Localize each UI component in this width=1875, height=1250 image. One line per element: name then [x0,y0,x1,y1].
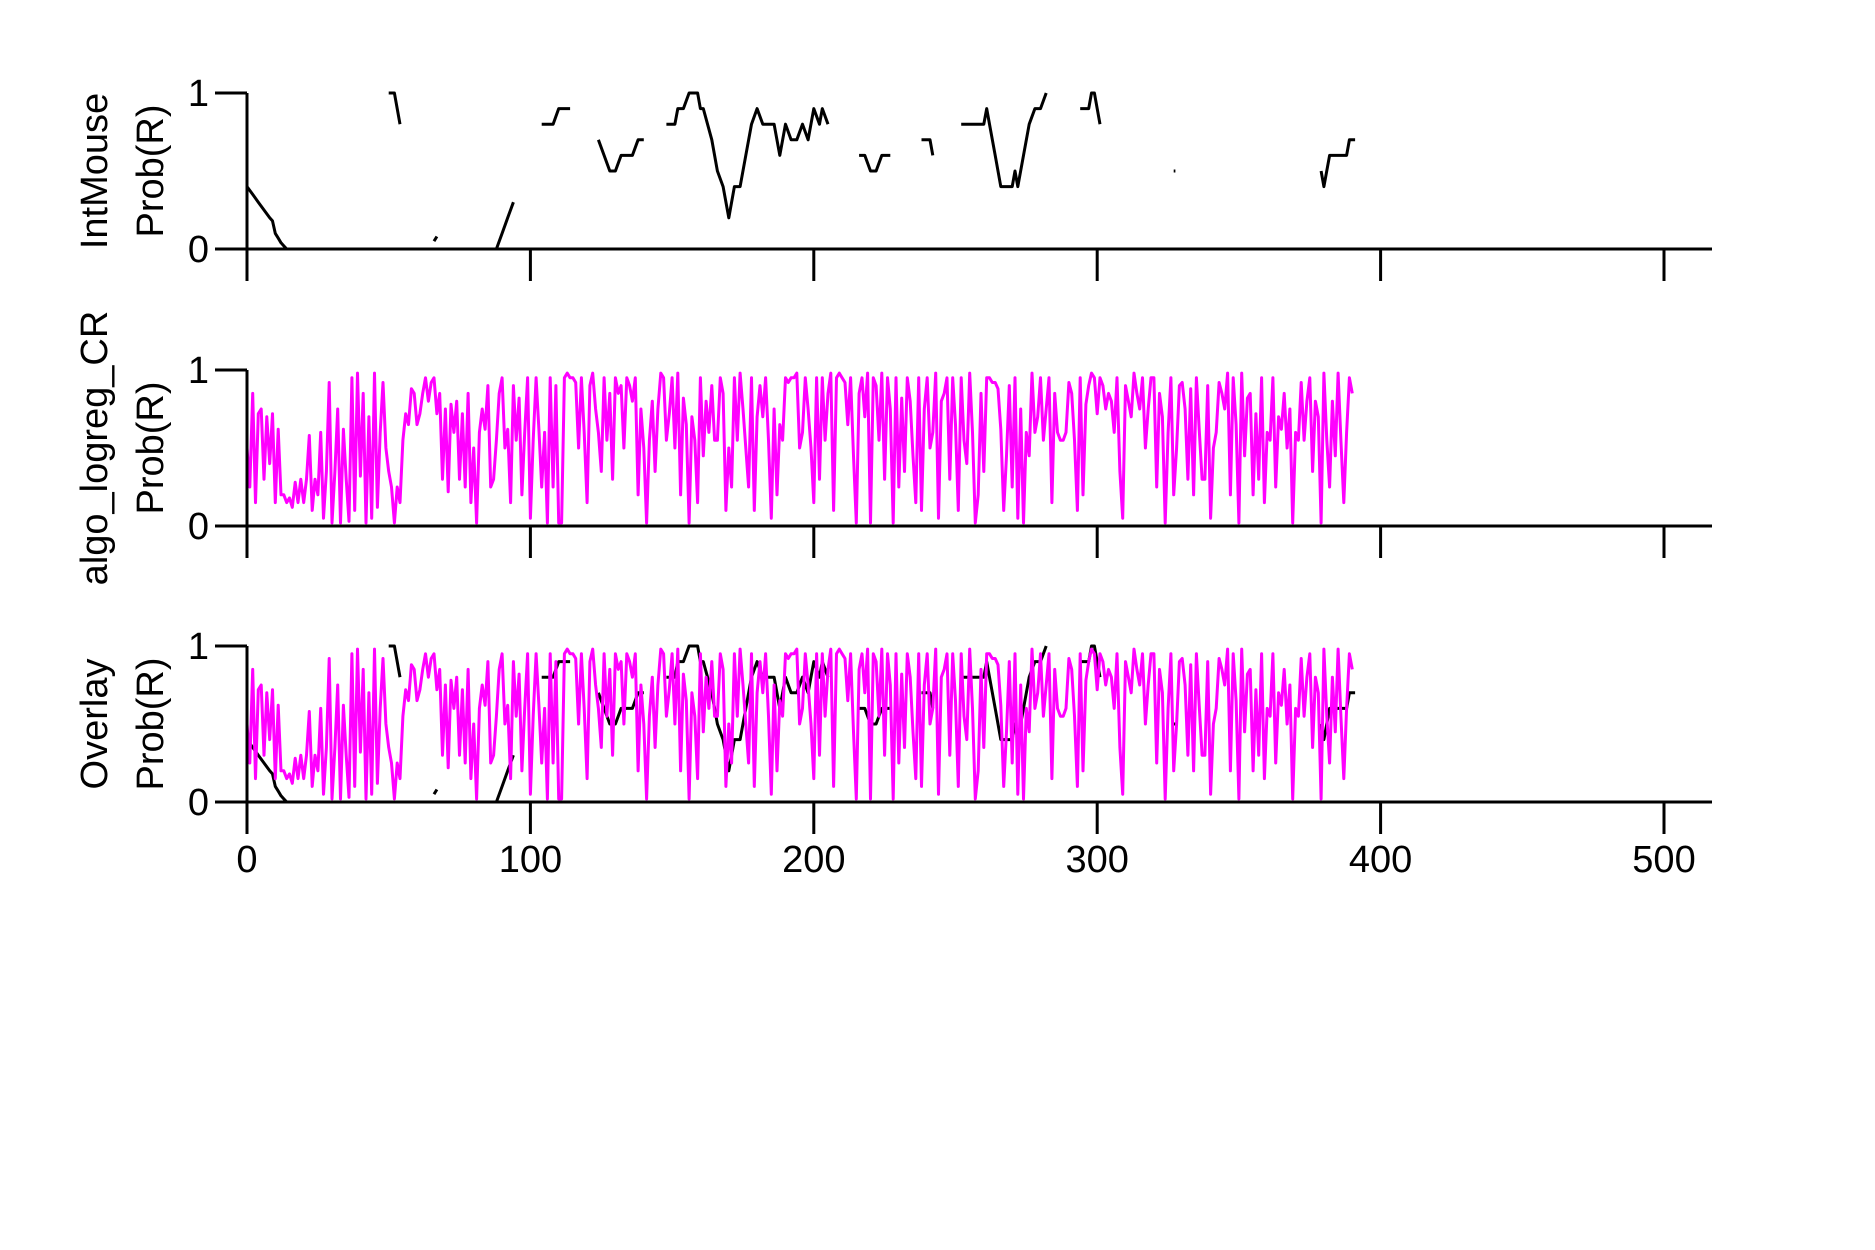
series-0-segment-5 [596,138,644,173]
y-tick-label: 1 [188,626,209,668]
series-0-segment-1 [388,644,402,678]
x-tick-label: 100 [499,839,562,881]
y-axis-title-line1: algo_logreg_CR [74,311,116,586]
series-0-segment-3 [494,201,515,250]
panel-overlay: 0 1 0 100 200 300 400 500 Overlay Prob(R) [74,626,1712,881]
y-tick-label: 1 [188,350,209,392]
y-axis-title-line1: IntMouse [74,93,116,249]
y-tick-label: 0 [188,782,209,824]
series-0-segment-0 [245,185,301,251]
y-axis-title-line2: Prob(R) [130,381,172,514]
series-0-segment-8 [921,138,935,156]
x-tick-label: 400 [1349,839,1412,881]
x-tick-label: 300 [1065,839,1128,881]
y-axis-title-line2: Prob(R) [130,657,172,790]
series-0-segment-2 [432,788,439,795]
panel-intmouse: 0 1 IntMouse Prob(R) [74,73,1712,281]
y-tick-label: 0 [188,229,209,271]
series-0-segment-12 [1319,138,1356,189]
series-0-segment-6 [666,91,830,220]
series-0-line [245,371,1354,525]
y-tick-label: 0 [188,506,209,548]
y-axis-title-line1: Overlay [74,659,116,790]
series-0-segment-10 [1080,91,1102,125]
series-0-segment-9 [961,92,1048,189]
x-tick-label: 200 [782,839,845,881]
x-tick-label: 0 [236,839,257,881]
series-0-segment-4 [541,107,571,126]
series-1-line [245,647,1354,801]
y-tick-label: 1 [188,73,209,115]
x-tick-label: 500 [1632,839,1695,881]
series-0-segment-2 [432,235,439,242]
series-0-segment-7 [859,153,891,173]
y-axis-title-line2: Prob(R) [130,104,172,237]
series-0-segment-1 [388,91,402,125]
panel-algo-logreg-cr: 0 1 algo_logreg_CR Prob(R) [74,311,1712,586]
